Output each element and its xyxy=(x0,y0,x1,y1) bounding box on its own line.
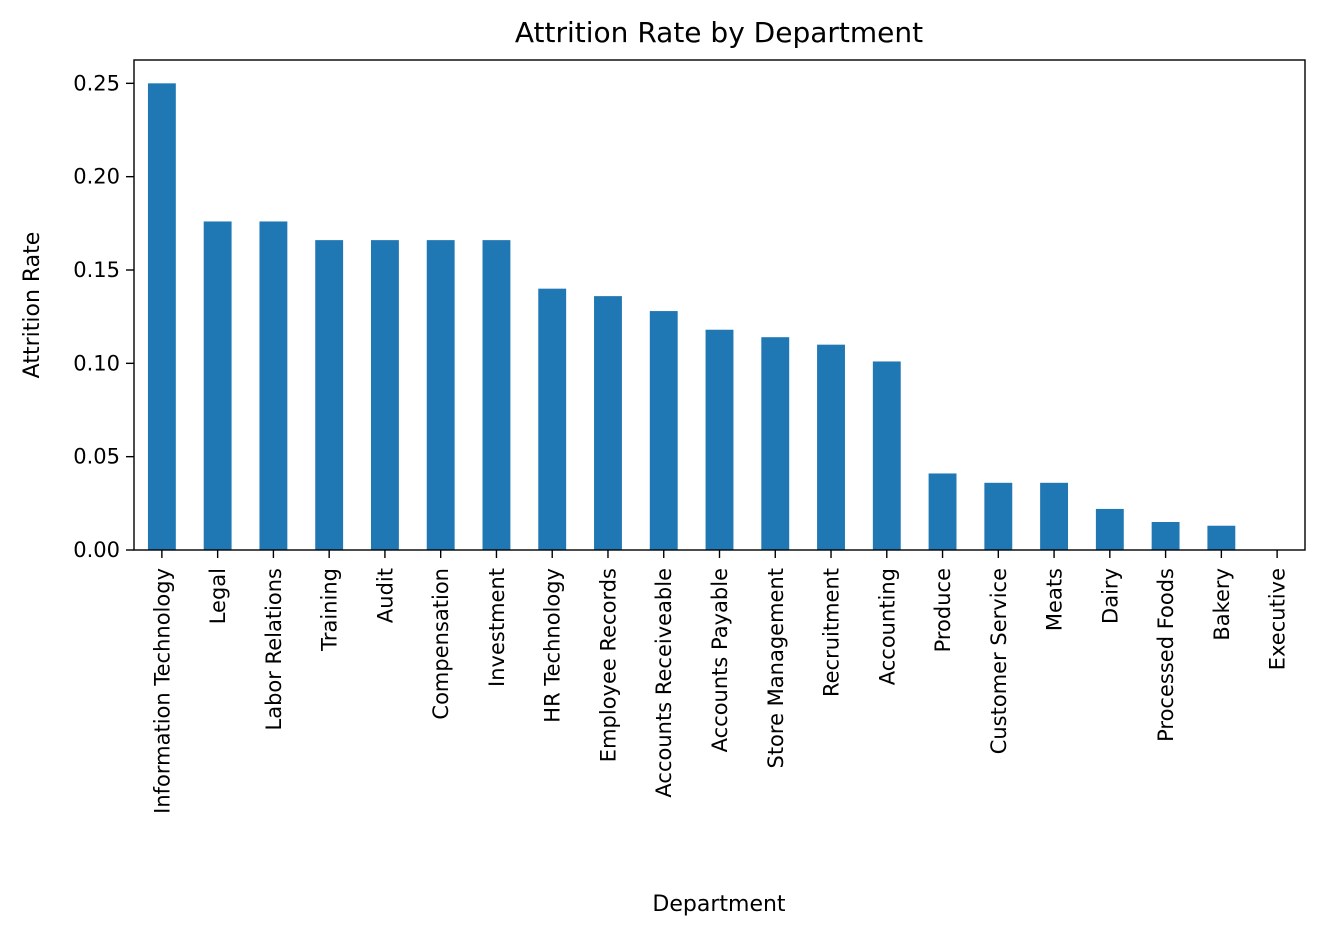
x-tick-label: Executive xyxy=(1266,568,1290,670)
x-tick-label: HR Technology xyxy=(541,568,565,723)
x-tick-label: Produce xyxy=(931,568,955,652)
x-tick-label: Investment xyxy=(485,568,509,687)
bar xyxy=(705,329,734,550)
bar xyxy=(482,240,511,550)
y-tick-label: 0.15 xyxy=(73,258,120,282)
bars-group xyxy=(147,83,1236,550)
bar xyxy=(761,337,790,550)
y-tick-label: 0.20 xyxy=(73,165,120,189)
bar xyxy=(426,240,455,550)
y-tick-label: 0.05 xyxy=(73,445,120,469)
x-tick-label: Meats xyxy=(1043,568,1067,631)
y-tick-label: 0.00 xyxy=(73,538,120,562)
bar xyxy=(928,473,957,550)
y-tick-label: 0.25 xyxy=(73,71,120,95)
bar xyxy=(147,83,176,550)
x-tick-label: Customer Service xyxy=(987,568,1011,754)
x-tick-label: Information Technology xyxy=(150,568,174,814)
bar xyxy=(370,240,399,550)
bar xyxy=(872,361,901,550)
x-axis: Information Technology Legal Labor Relatio… xyxy=(150,550,1290,814)
bar xyxy=(1095,508,1124,550)
plot-frame xyxy=(133,59,1306,551)
bar xyxy=(315,240,344,550)
x-tick-label: Labor Relations xyxy=(262,568,286,731)
bar xyxy=(817,344,845,550)
x-tick-label: Recruitment xyxy=(820,568,844,697)
y-axis-label: Attrition Rate xyxy=(20,232,45,379)
x-tick-label: Audit xyxy=(373,568,397,623)
bar xyxy=(1151,522,1180,550)
bar xyxy=(594,296,622,550)
x-tick-label: Training xyxy=(318,568,342,652)
x-tick-label: Accounts Payable xyxy=(708,568,732,752)
x-tick-label: Legal xyxy=(206,568,230,624)
y-tick-label: 0.10 xyxy=(73,351,120,375)
bar xyxy=(984,482,1013,550)
x-tick-label: Employee Records xyxy=(596,568,620,762)
x-tick-label: Accounts Receiveable xyxy=(652,568,676,798)
chart-title: Attrition Rate by Department xyxy=(515,16,923,49)
x-tick-label: Bakery xyxy=(1210,568,1234,641)
bar xyxy=(1040,482,1069,550)
x-tick-label: Dairy xyxy=(1098,568,1122,624)
bar xyxy=(538,288,567,550)
x-tick-label: Accounting xyxy=(875,568,899,685)
x-tick-label: Compensation xyxy=(429,568,453,720)
x-tick-label: Store Management xyxy=(764,568,788,769)
bar xyxy=(1207,525,1236,550)
x-axis-label: Department xyxy=(652,892,786,917)
bar xyxy=(649,311,678,550)
x-tick-label: Processed Foods xyxy=(1154,568,1178,742)
bar xyxy=(259,221,288,550)
bar xyxy=(203,221,232,550)
y-axis: 0.00 0.05 0.10 0.15 0.20 0.25 xyxy=(73,71,134,562)
